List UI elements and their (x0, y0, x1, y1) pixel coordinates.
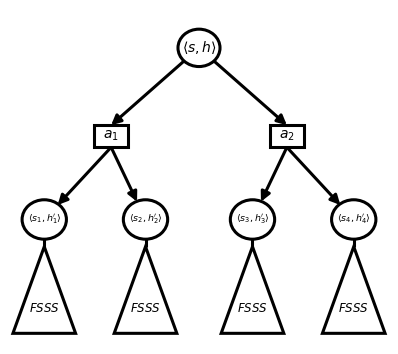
Text: $\langle s_2, h_2'\rangle$: $\langle s_2, h_2'\rangle$ (129, 213, 162, 226)
Circle shape (178, 29, 220, 67)
Text: $a_2$: $a_2$ (279, 129, 295, 143)
Polygon shape (322, 247, 385, 333)
Bar (270, 125, 304, 147)
Bar (94, 125, 128, 147)
Polygon shape (221, 247, 284, 333)
Text: $\langle s_1, h_1'\rangle$: $\langle s_1, h_1'\rangle$ (27, 213, 61, 226)
Text: $\langle s_3, h_3'\rangle$: $\langle s_3, h_3'\rangle$ (236, 213, 269, 226)
Text: $\mathit{FSSS}$: $\mathit{FSSS}$ (338, 302, 369, 315)
Text: $\mathit{FSSS}$: $\mathit{FSSS}$ (130, 302, 161, 315)
Circle shape (123, 200, 168, 239)
Polygon shape (114, 247, 177, 333)
Text: $\langle s_4, h_4'\rangle$: $\langle s_4, h_4'\rangle$ (337, 213, 371, 226)
Text: $\mathit{FSSS}$: $\mathit{FSSS}$ (29, 302, 60, 315)
Text: $\langle s, h\rangle$: $\langle s, h\rangle$ (181, 39, 217, 56)
Circle shape (230, 200, 275, 239)
Text: $a_1$: $a_1$ (103, 129, 119, 143)
Polygon shape (13, 247, 76, 333)
Circle shape (22, 200, 66, 239)
Circle shape (332, 200, 376, 239)
Text: $\mathit{FSSS}$: $\mathit{FSSS}$ (237, 302, 268, 315)
